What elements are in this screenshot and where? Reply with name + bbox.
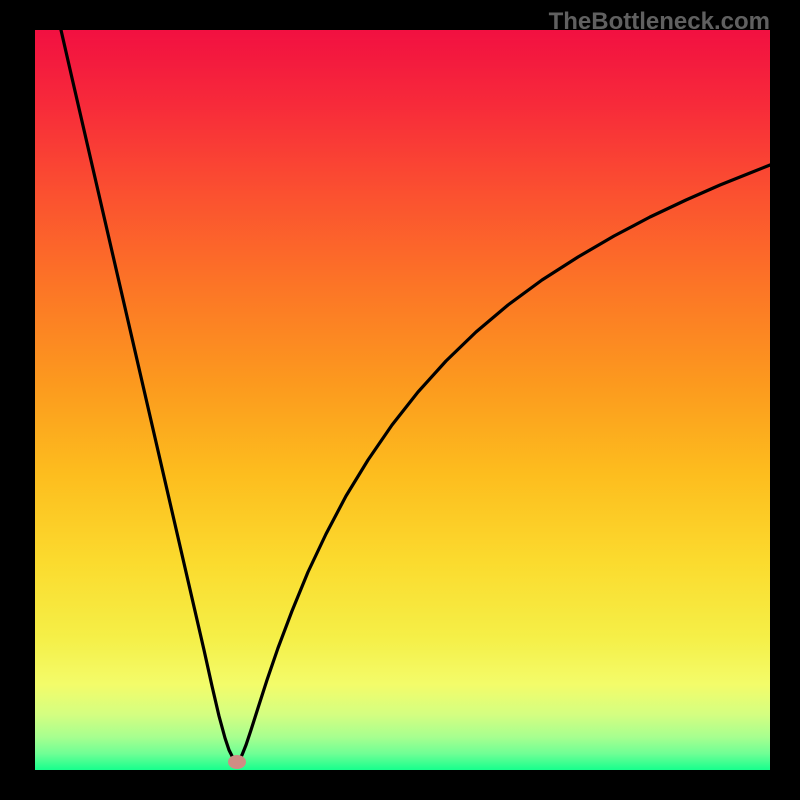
chart-canvas: TheBottleneck.com: [0, 0, 800, 800]
minimum-marker: [228, 755, 246, 769]
watermark-text: TheBottleneck.com: [549, 8, 770, 36]
chart-svg: [0, 0, 800, 800]
